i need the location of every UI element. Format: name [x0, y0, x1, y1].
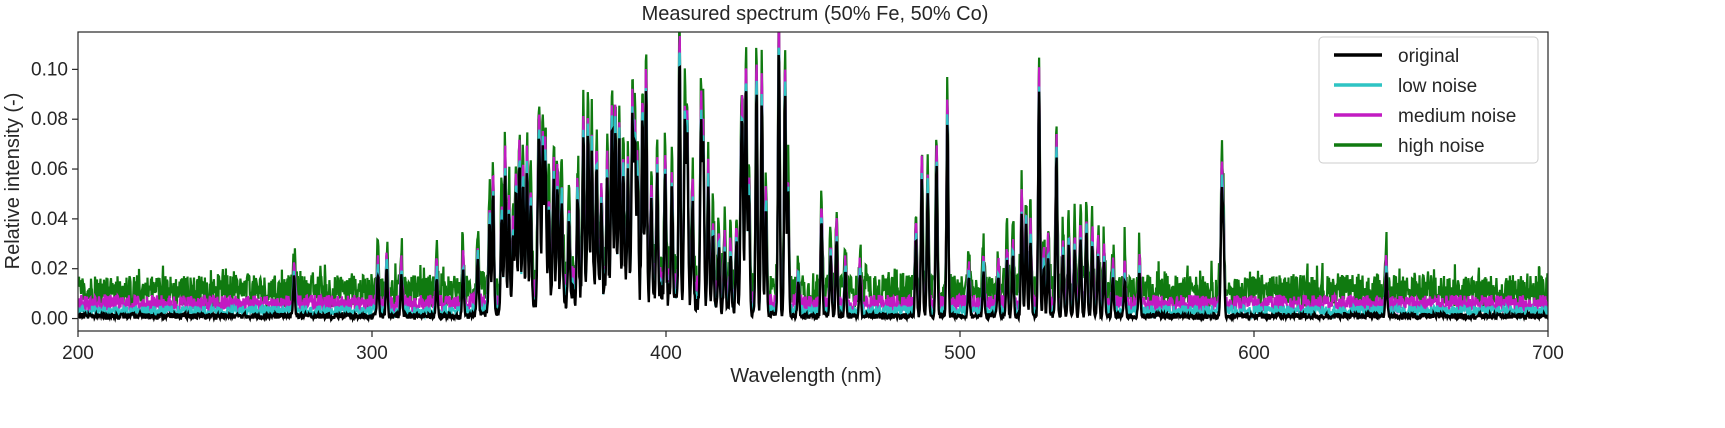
y-tick-label: 0.02 — [31, 259, 68, 280]
x-axis-label: Wavelength (nm) — [730, 365, 882, 387]
x-tick-label: 200 — [62, 343, 94, 364]
x-tick-label: 500 — [944, 343, 976, 364]
legend-label-high-noise: high noise — [1398, 136, 1485, 157]
y-tick-label: 0.00 — [31, 309, 68, 330]
series-line-original — [78, 54, 1548, 324]
x-tick-label: 400 — [650, 343, 682, 364]
series-line-high-noise — [78, 32, 1548, 311]
series-layer — [78, 32, 1548, 324]
y-tick-label: 0.10 — [31, 59, 68, 80]
y-axis-ticks: 0.00 0.02 0.04 0.06 0.08 0.10 — [31, 59, 78, 330]
plot-frame — [77, 31, 1549, 332]
legend-box — [1318, 36, 1539, 164]
legend-label-low-noise: low noise — [1398, 76, 1477, 97]
x-tick-label: 300 — [356, 343, 388, 364]
legend-label-original: original — [1398, 46, 1459, 67]
x-tick-label: 700 — [1532, 343, 1564, 364]
x-tick-label: 600 — [1238, 343, 1270, 364]
legend: original low noise medium noise high noise — [1318, 36, 1539, 164]
y-tick-label: 0.04 — [31, 209, 68, 230]
legend-label-medium-noise: medium noise — [1398, 106, 1516, 127]
x-axis-ticks: 200 300 400 500 600 700 — [62, 331, 1564, 364]
chart-title: Measured spectrum (50% Fe, 50% Co) — [642, 3, 989, 25]
series-line-low-noise — [78, 47, 1548, 321]
y-tick-label: 0.06 — [31, 159, 68, 180]
y-tick-label: 0.08 — [31, 109, 68, 130]
y-axis-label: Relative intensity (-) — [2, 93, 24, 270]
